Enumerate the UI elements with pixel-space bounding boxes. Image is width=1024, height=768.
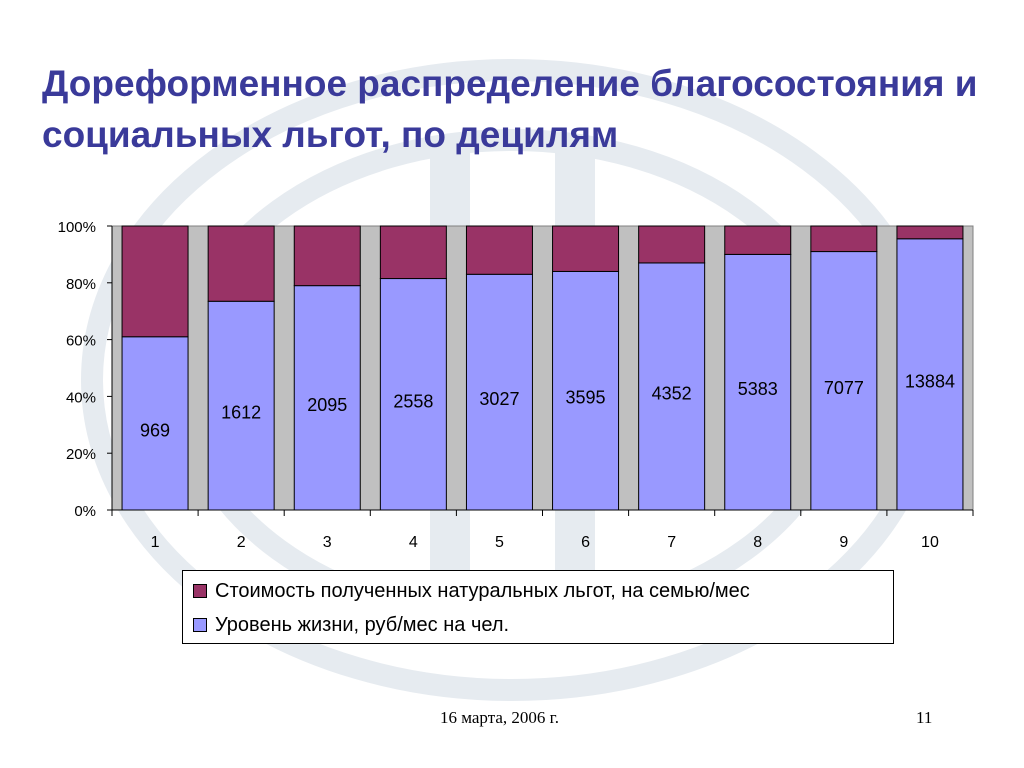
bar-living-10 <box>896 238 964 511</box>
x-tick-label-10: 10 <box>921 534 939 551</box>
legend-swatch-living <box>193 618 207 632</box>
footer-date: 16 марта, 2006 г. <box>440 708 559 727</box>
bar-living-1 <box>121 336 189 511</box>
bar-benefits-5 <box>465 225 533 275</box>
bar-living-9 <box>810 251 878 511</box>
x-tick-label-8: 8 <box>753 534 762 551</box>
bar-benefits-10 <box>896 225 964 240</box>
x-tick-label-2: 2 <box>237 534 246 551</box>
data-label-10: 13884 <box>905 371 955 391</box>
data-label-4: 2558 <box>393 391 433 411</box>
legend-item-benefits: Стоимость полученных натуральных льгот, … <box>193 577 750 605</box>
bar-benefits-2 <box>207 225 275 302</box>
data-label-3: 2095 <box>307 395 347 415</box>
data-label-6: 3595 <box>566 388 606 408</box>
x-tick-label-4: 4 <box>409 534 418 551</box>
bar-benefits-1 <box>121 225 189 338</box>
data-label-9: 7077 <box>824 378 864 398</box>
y-tick-label: 80% <box>66 276 96 293</box>
x-tick-label-6: 6 <box>581 534 590 551</box>
bar-benefits-9 <box>810 225 878 253</box>
y-tick-label: 60% <box>66 333 96 350</box>
bar-living-7 <box>638 262 706 511</box>
data-label-5: 3027 <box>479 389 519 409</box>
bar-living-3 <box>293 285 361 511</box>
legend-item-living: Уровень жизни, руб/мес на чел. <box>193 611 509 639</box>
x-tick-label-5: 5 <box>495 534 504 551</box>
bar-living-2 <box>207 300 275 511</box>
y-tick-label: 20% <box>66 446 96 463</box>
page-number: 11 <box>916 708 933 727</box>
bar-benefits-8 <box>724 225 792 255</box>
y-tick-label: 40% <box>66 389 96 406</box>
legend-swatch-benefits <box>193 584 207 598</box>
chart-legend: Стоимость полученных натуральных льгот, … <box>182 570 894 644</box>
bar-benefits-6 <box>552 225 620 272</box>
bar-benefits-7 <box>638 225 706 264</box>
slide-title: Дореформенное распределение благосостоян… <box>42 63 978 155</box>
legend-label-benefits: Стоимость полученных натуральных льгот, … <box>215 579 750 602</box>
y-tick-label: 100% <box>58 219 96 236</box>
x-tick-label-7: 7 <box>667 534 676 551</box>
bar-living-6 <box>552 270 620 511</box>
x-tick-label-3: 3 <box>323 534 332 551</box>
x-tick-label-9: 9 <box>839 534 848 551</box>
bar-living-5 <box>465 273 533 511</box>
data-label-7: 4352 <box>652 383 692 403</box>
y-tick-label: 0% <box>74 503 96 520</box>
legend-label-living: Уровень жизни, руб/мес на чел. <box>215 613 510 636</box>
data-label-8: 5383 <box>738 379 778 399</box>
data-label-1: 969 <box>140 420 170 440</box>
bar-benefits-4 <box>379 225 447 280</box>
x-tick-label-1: 1 <box>151 534 160 551</box>
data-label-2: 1612 <box>221 403 261 423</box>
bar-benefits-3 <box>293 225 361 287</box>
